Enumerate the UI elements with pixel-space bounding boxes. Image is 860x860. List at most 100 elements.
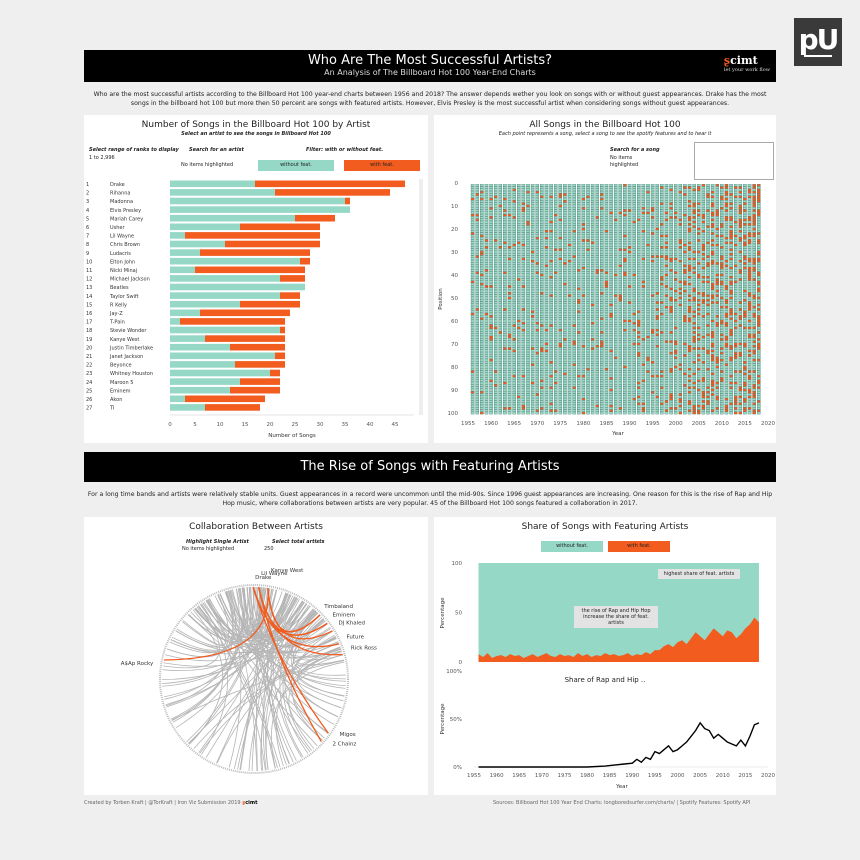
song-point[interactable] xyxy=(669,250,673,254)
song-point[interactable] xyxy=(549,409,553,412)
song-point[interactable] xyxy=(480,377,484,380)
song-point[interactable] xyxy=(687,335,692,339)
song-point[interactable] xyxy=(498,363,503,366)
song-point[interactable] xyxy=(678,351,683,355)
song-point[interactable] xyxy=(637,278,641,281)
song-point[interactable] xyxy=(484,230,489,233)
song-point[interactable] xyxy=(632,310,636,314)
song-point[interactable] xyxy=(646,230,650,233)
song-point[interactable] xyxy=(627,354,632,357)
song-point[interactable] xyxy=(637,253,641,256)
song-point[interactable] xyxy=(604,402,609,406)
song-point[interactable] xyxy=(609,278,613,281)
song-point[interactable] xyxy=(600,402,604,406)
song-point[interactable] xyxy=(521,331,526,334)
song-point[interactable] xyxy=(687,186,692,189)
song-point[interactable] xyxy=(493,377,498,380)
song-point[interactable] xyxy=(646,211,650,215)
song-point[interactable] xyxy=(526,351,530,355)
song-point[interactable] xyxy=(595,243,599,247)
song-point[interactable] xyxy=(678,365,683,369)
song-point[interactable] xyxy=(489,363,493,366)
song-point[interactable] xyxy=(544,338,549,341)
song-point[interactable] xyxy=(641,358,646,362)
song-point[interactable] xyxy=(549,264,553,268)
song-point[interactable] xyxy=(604,250,609,254)
song-point[interactable] xyxy=(549,372,553,376)
song-point[interactable] xyxy=(581,232,586,235)
song-point[interactable] xyxy=(660,379,664,383)
song-point[interactable] xyxy=(678,368,683,371)
song-point[interactable] xyxy=(567,349,572,353)
song-point[interactable] xyxy=(503,333,507,337)
song-point[interactable] xyxy=(623,345,627,348)
song-point[interactable] xyxy=(544,255,549,258)
song-point[interactable] xyxy=(669,335,673,339)
song-point[interactable] xyxy=(650,342,655,346)
song-point[interactable] xyxy=(683,354,687,357)
song-point[interactable] xyxy=(678,227,683,231)
song-point[interactable] xyxy=(517,266,521,270)
song-point[interactable] xyxy=(489,299,493,302)
song-point[interactable] xyxy=(678,345,683,348)
song-point[interactable] xyxy=(517,379,521,383)
song-point[interactable] xyxy=(581,292,586,295)
song-point[interactable] xyxy=(517,271,521,274)
song-point[interactable] xyxy=(660,282,664,286)
song-point[interactable] xyxy=(526,241,530,245)
song-point[interactable] xyxy=(673,305,678,309)
song-point[interactable] xyxy=(669,209,673,212)
song-point[interactable] xyxy=(627,285,632,288)
song-point[interactable] xyxy=(549,333,553,337)
song-point[interactable] xyxy=(586,370,590,373)
artist-highlight-text[interactable]: No items highlighted xyxy=(181,162,234,168)
song-point[interactable] xyxy=(669,312,673,316)
song-point[interactable] xyxy=(535,197,539,201)
song-point[interactable] xyxy=(590,184,595,187)
song-point[interactable] xyxy=(530,218,535,222)
song-point[interactable] xyxy=(530,250,535,254)
song-point[interactable] xyxy=(687,377,692,380)
song-point[interactable] xyxy=(521,289,526,293)
song-point[interactable] xyxy=(484,294,489,297)
song-point[interactable] xyxy=(530,319,535,323)
song-point[interactable] xyxy=(590,299,595,302)
song-point[interactable] xyxy=(480,386,484,389)
song-point[interactable] xyxy=(577,204,581,208)
song-point[interactable] xyxy=(632,347,636,350)
song-point[interactable] xyxy=(641,345,646,348)
song-point[interactable] xyxy=(544,402,549,406)
song-point[interactable] xyxy=(517,188,521,192)
song-point[interactable] xyxy=(600,342,604,346)
song-point[interactable] xyxy=(646,195,650,199)
song-point[interactable] xyxy=(530,335,535,339)
song-point[interactable] xyxy=(669,310,673,314)
song-point[interactable] xyxy=(664,338,669,341)
song-point[interactable] xyxy=(660,391,664,394)
song-point[interactable] xyxy=(600,393,604,396)
song-point[interactable] xyxy=(526,310,530,314)
song-point[interactable] xyxy=(470,273,475,277)
song-point[interactable] xyxy=(567,303,572,307)
song-point[interactable] xyxy=(637,259,641,263)
song-point[interactable] xyxy=(503,188,507,192)
song-point[interactable] xyxy=(503,285,507,288)
song-point[interactable] xyxy=(470,411,475,415)
song-point[interactable] xyxy=(517,250,521,254)
song-point[interactable] xyxy=(475,372,479,376)
song-point[interactable] xyxy=(637,204,641,208)
song-point[interactable] xyxy=(655,266,659,270)
song-point[interactable] xyxy=(655,368,659,371)
song-point[interactable] xyxy=(498,287,503,291)
song-point[interactable] xyxy=(595,388,599,392)
song-point[interactable] xyxy=(646,409,650,412)
song-point[interactable] xyxy=(600,294,604,297)
song-point[interactable] xyxy=(503,259,507,263)
song-point[interactable] xyxy=(517,386,521,389)
song-point[interactable] xyxy=(530,220,535,224)
song-point[interactable] xyxy=(549,257,553,261)
song-point[interactable] xyxy=(549,190,553,194)
song-point[interactable] xyxy=(609,386,613,389)
song-point[interactable] xyxy=(503,250,507,254)
song-point[interactable] xyxy=(558,280,563,284)
